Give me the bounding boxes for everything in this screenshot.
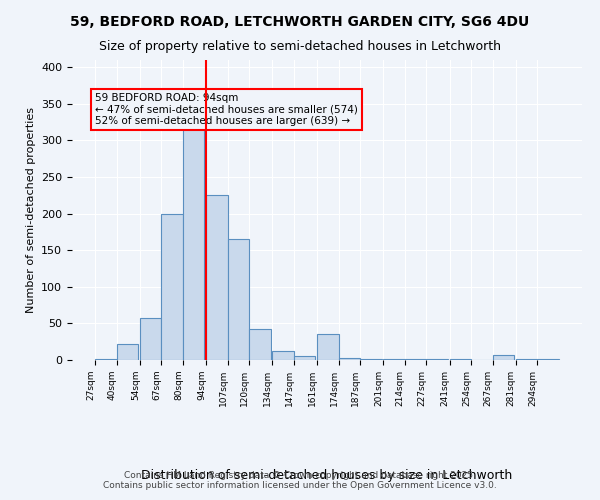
Text: Size of property relative to semi-detached houses in Letchworth: Size of property relative to semi-detach…	[99, 40, 501, 53]
Bar	[449, 358, 471, 360]
Bar	[272, 351, 294, 360]
Bar	[338, 358, 360, 360]
Text: Contains HM Land Registry data © Crown copyright and database right 2025.
Contai: Contains HM Land Registry data © Crown c…	[103, 470, 497, 490]
Bar	[249, 330, 271, 360]
Bar	[95, 358, 117, 360]
Bar	[294, 356, 316, 360]
Bar	[206, 196, 227, 360]
Bar	[140, 318, 161, 360]
Y-axis label: Number of semi-detached properties: Number of semi-detached properties	[26, 107, 35, 313]
Bar	[161, 214, 183, 360]
Bar	[117, 344, 138, 360]
Bar	[183, 124, 205, 360]
Bar	[493, 355, 514, 360]
Text: 59 BEDFORD ROAD: 94sqm
← 47% of semi-detached houses are smaller (574)
52% of se: 59 BEDFORD ROAD: 94sqm ← 47% of semi-det…	[95, 93, 358, 126]
X-axis label: Distribution of semi-detached houses by size in Letchworth: Distribution of semi-detached houses by …	[142, 468, 512, 481]
Bar	[317, 334, 338, 360]
Text: 59, BEDFORD ROAD, LETCHWORTH GARDEN CITY, SG6 4DU: 59, BEDFORD ROAD, LETCHWORTH GARDEN CITY…	[70, 15, 530, 29]
Bar	[227, 240, 249, 360]
